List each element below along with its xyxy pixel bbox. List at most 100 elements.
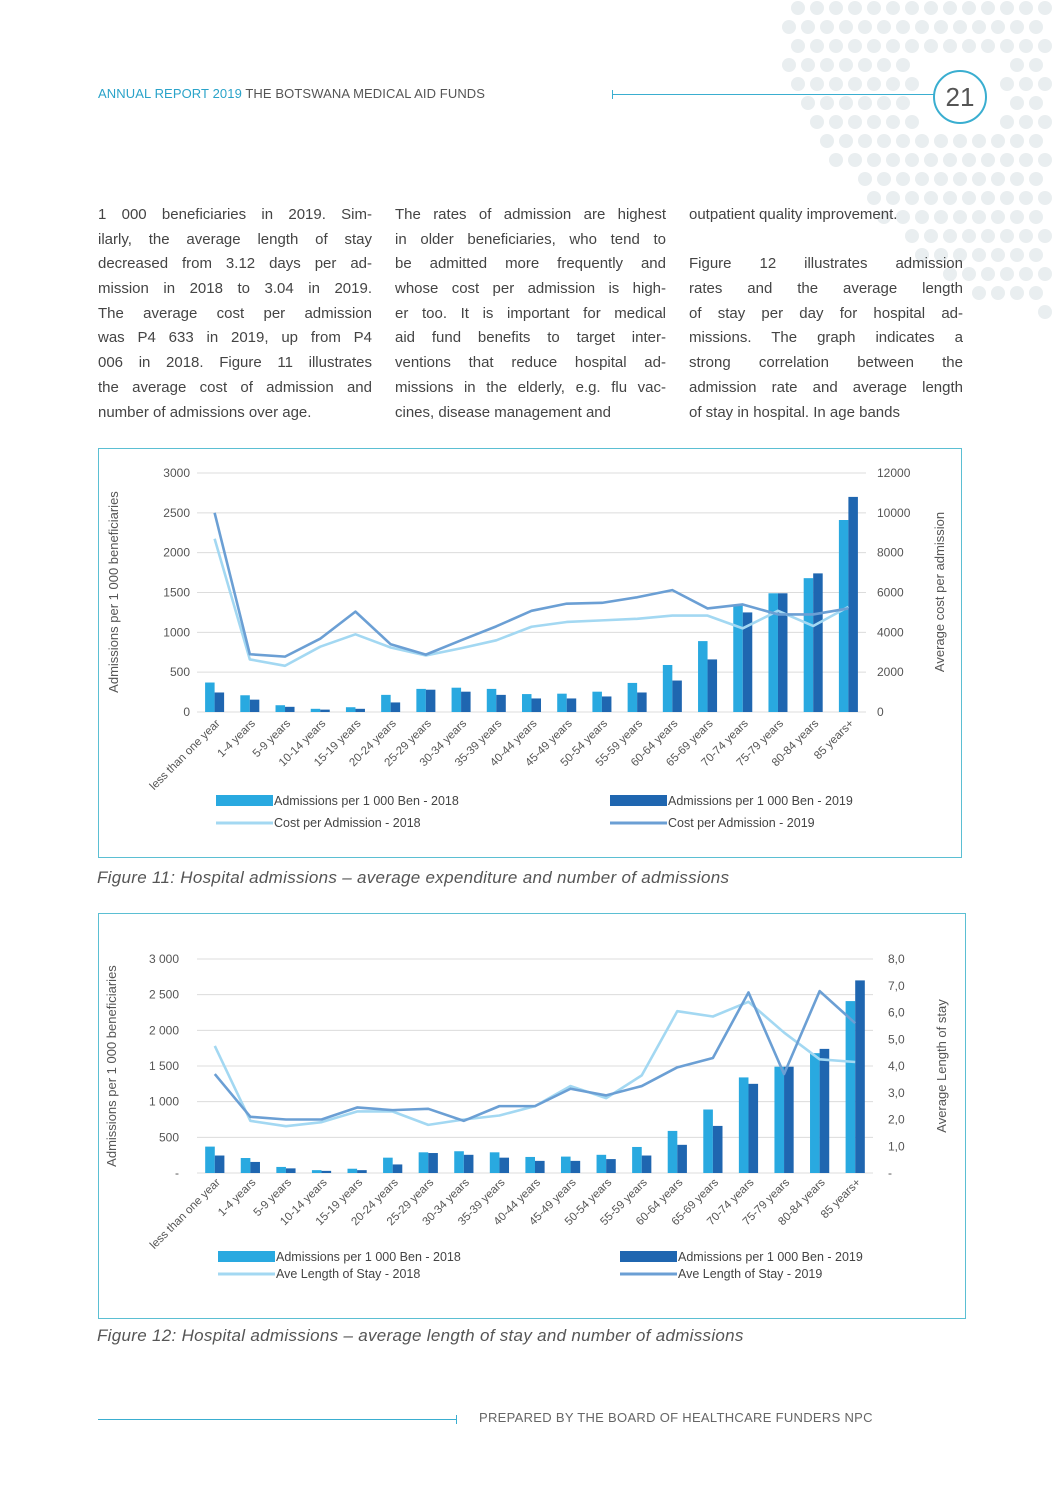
text-line: be admitted more frequently and (395, 255, 666, 273)
decorative-dot (1019, 191, 1033, 205)
decorative-dot (1029, 286, 1043, 300)
decorative-dot (962, 1, 976, 15)
y-tick-label: 1500 (163, 586, 190, 600)
bar-2018 (454, 1151, 464, 1173)
decorative-dot (810, 77, 824, 91)
decorative-dot (829, 39, 843, 53)
decorative-dot (820, 96, 834, 110)
decorative-dot (1029, 58, 1043, 72)
y2-tick-label: 2,0 (888, 1113, 905, 1127)
bar-2019 (777, 593, 788, 712)
decorative-dot (867, 115, 881, 129)
decorative-dot (943, 191, 957, 205)
decorative-dot (858, 96, 872, 110)
report-title-accent: ANNUAL REPORT 2019 (98, 86, 242, 101)
decorative-dot (924, 1, 938, 15)
decorative-dot (1019, 1, 1033, 15)
bar-2019 (250, 1161, 260, 1173)
decorative-dot (896, 172, 910, 186)
y-tick-label: 2 000 (149, 1023, 179, 1037)
decorative-dot (886, 77, 900, 91)
bar-2019 (848, 496, 858, 712)
y2-tick-label: 5,0 (888, 1032, 905, 1046)
decorative-dot (791, 39, 805, 53)
text-line: The rates of admission are highest (395, 206, 666, 223)
bar-2019 (712, 1125, 723, 1173)
decorative-dot (1038, 115, 1052, 129)
decorative-dot (867, 39, 881, 53)
decorative-dot (905, 115, 919, 129)
decorative-dot (915, 248, 929, 262)
bar-2018 (667, 1130, 678, 1173)
text-line: 1 000 beneficiaries in 2019. Sim- (98, 206, 372, 223)
decorative-dot (848, 77, 862, 91)
decorative-dot (839, 134, 853, 148)
bar-2018 (698, 641, 708, 712)
bar-2018 (803, 578, 814, 712)
decorative-dot (1010, 172, 1024, 186)
bar-2018 (557, 693, 567, 712)
decorative-dot (981, 153, 995, 167)
bar-2019 (461, 691, 471, 712)
legend-label: Admissions per 1 000 Ben - 2018 (274, 794, 459, 808)
bar-2019 (784, 1066, 794, 1173)
decorative-dot (915, 134, 929, 148)
decorative-dot (810, 115, 824, 129)
text-line: the average cost of admission and (98, 378, 372, 396)
bar-2018 (627, 682, 638, 712)
decorative-dot (905, 229, 919, 243)
line-2018 (213, 1000, 856, 1128)
figure-12-caption: Figure 12: Hospital admissions – average… (97, 1326, 744, 1345)
bar-2019 (566, 698, 577, 712)
text-line: ventions that reduce hospital ad- (395, 354, 666, 372)
decorative-dot (829, 77, 843, 91)
decorative-dot (1019, 115, 1033, 129)
decorative-dot (867, 1, 881, 15)
decorative-dot (943, 1, 957, 15)
footer-divider (98, 1419, 456, 1420)
decorative-dot (858, 172, 872, 186)
decorative-dot (829, 1, 843, 15)
decorative-dot (924, 229, 938, 243)
legend-swatch-bar (620, 1251, 677, 1262)
decorative-dot (991, 134, 1005, 148)
footer-divider-tick (456, 1415, 457, 1424)
y-tick-label: 2500 (163, 506, 190, 520)
y-tick-label: 2 500 (149, 988, 179, 1002)
bar-2019 (214, 692, 225, 712)
decorative-dot (953, 20, 967, 34)
decorative-dot (820, 134, 834, 148)
bar-2018 (596, 1154, 607, 1173)
legend-label: Admissions per 1 000 Ben - 2019 (678, 1250, 863, 1264)
bar-2019 (637, 692, 647, 712)
decorative-dot (858, 134, 872, 148)
bar-2019 (606, 1159, 616, 1173)
decorative-dot (877, 210, 891, 224)
bar-2019 (742, 612, 753, 712)
decorative-dot (896, 134, 910, 148)
y-tick-label: 500 (159, 1130, 179, 1144)
line-2019 (213, 512, 849, 658)
decorative-dot (915, 210, 929, 224)
decorative-dot (953, 210, 967, 224)
decorative-dot (962, 39, 976, 53)
y-tick-label: 3 000 (149, 952, 179, 966)
decorative-dot (991, 286, 1005, 300)
decorative-dot (858, 20, 872, 34)
bar-2018 (560, 1156, 571, 1173)
text-line: strong correlation between the (689, 354, 963, 372)
decorative-dot (943, 39, 957, 53)
bar-2018 (733, 605, 743, 712)
text-line: ilarly, the average length of stay (98, 230, 372, 248)
decorative-dot (820, 20, 834, 34)
bar-2019 (496, 694, 506, 712)
decorative-dot (820, 58, 834, 72)
decorative-dot (905, 77, 919, 91)
bar-2019 (285, 706, 295, 712)
text-line: decreased from 3.12 days per ad- (98, 255, 372, 273)
decorative-dot (991, 248, 1005, 262)
text-line: of stay in hospital. In age bands (689, 403, 900, 421)
decorative-dot (962, 153, 976, 167)
decorative-dot (962, 267, 976, 281)
